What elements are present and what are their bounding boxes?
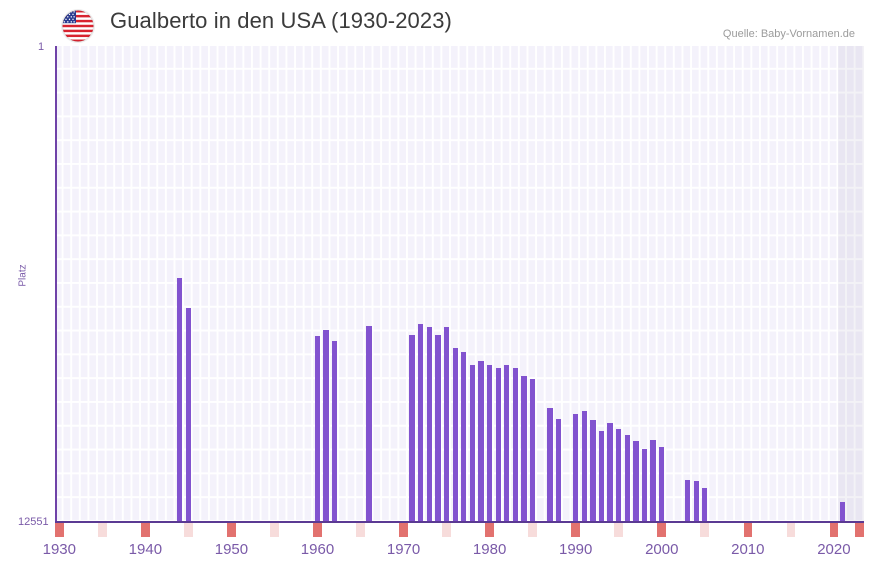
bar xyxy=(659,446,665,522)
x-tick-minor xyxy=(700,523,710,537)
bar xyxy=(650,439,656,522)
bar xyxy=(512,367,519,522)
bar xyxy=(693,481,699,522)
bar xyxy=(839,501,846,522)
x-tick-label: 1990 xyxy=(558,541,593,558)
bar xyxy=(478,360,484,522)
x-tick-major xyxy=(399,523,408,537)
x-tick-minor xyxy=(442,523,451,537)
bar xyxy=(581,410,587,522)
x-axis-tick-strip xyxy=(55,523,864,537)
bar xyxy=(418,323,424,522)
x-tick-minor xyxy=(184,523,193,537)
x-tick-label: 1950 xyxy=(214,541,249,558)
bar xyxy=(426,326,433,522)
y-tick-top: 1 xyxy=(38,41,45,53)
bar xyxy=(641,448,648,522)
source-attribution: Quelle: Baby-Vornamen.de xyxy=(722,28,855,40)
x-tick-major xyxy=(829,523,839,537)
bar xyxy=(529,378,536,522)
bar xyxy=(624,434,630,522)
x-tick-major xyxy=(743,523,753,537)
x-tick-label: 1970 xyxy=(386,541,421,558)
x-tick-major xyxy=(855,523,864,537)
bar xyxy=(702,487,708,522)
y-axis-title: Platz xyxy=(17,264,29,287)
x-tick-minor xyxy=(614,523,623,537)
x-tick-major xyxy=(485,523,494,537)
bar xyxy=(633,441,639,522)
bar xyxy=(573,413,579,522)
bar xyxy=(366,325,372,522)
x-tick-label: 2010 xyxy=(731,541,765,558)
x-tick-major xyxy=(141,523,150,537)
x-tick-minor xyxy=(270,523,279,537)
bar xyxy=(332,341,338,522)
x-tick-label: 2000 xyxy=(645,541,679,558)
bar xyxy=(177,278,183,522)
bar xyxy=(461,352,467,522)
bar xyxy=(469,365,476,522)
x-axis-line xyxy=(55,521,864,523)
x-tick-label: 1940 xyxy=(128,541,163,558)
bar xyxy=(486,365,493,522)
x-tick-minor xyxy=(786,523,796,537)
chart-header: Gualberto in den USA (1930-2023) Quelle:… xyxy=(0,0,873,46)
bar xyxy=(616,429,622,522)
x-tick-major xyxy=(571,523,580,537)
x-tick-minor xyxy=(528,523,537,537)
bar xyxy=(435,334,441,522)
y-tick-bottom: 12551 xyxy=(18,516,49,528)
bar xyxy=(323,329,329,522)
y-axis-line xyxy=(55,46,57,522)
bar xyxy=(598,430,605,522)
x-tick-label: 1980 xyxy=(472,541,507,558)
bar-series xyxy=(55,46,864,522)
bar xyxy=(684,480,691,522)
x-tick-label: 2020 xyxy=(817,541,851,558)
bar xyxy=(504,365,510,522)
recent-years-shading xyxy=(838,46,864,522)
x-tick-minor xyxy=(356,523,365,537)
bar xyxy=(547,408,553,522)
bar xyxy=(314,336,321,522)
page-title: Gualberto in den USA (1930-2023) xyxy=(110,8,452,33)
bar xyxy=(409,334,415,522)
x-tick-major xyxy=(227,523,236,537)
bar xyxy=(607,422,613,522)
plot-area xyxy=(55,46,864,522)
bar xyxy=(495,367,501,522)
bar xyxy=(555,418,562,522)
bar xyxy=(452,347,458,522)
x-tick-major xyxy=(313,523,322,537)
x-tick-minor xyxy=(98,523,107,537)
us-flag-icon xyxy=(62,10,94,42)
x-tick-label: 1930 xyxy=(42,541,76,558)
bar xyxy=(521,375,527,522)
x-tick-label: 1960 xyxy=(300,541,335,558)
x-tick-major xyxy=(55,523,64,537)
bar xyxy=(185,307,192,522)
bar xyxy=(590,419,596,522)
bar xyxy=(443,326,450,522)
x-tick-major xyxy=(657,523,667,537)
